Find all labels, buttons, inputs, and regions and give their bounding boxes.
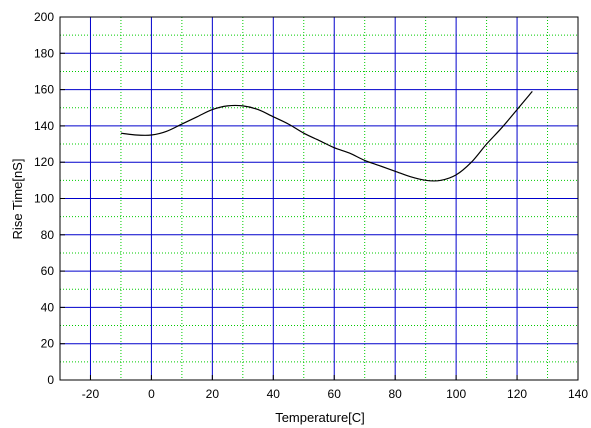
x-axis-ticks: -20 0 20 40 60 80 100 120 140 <box>82 375 588 401</box>
x-tick-label: 120 <box>507 387 527 401</box>
y-tick-label: 120 <box>34 155 54 169</box>
x-tick-label: 60 <box>328 387 342 401</box>
y-tick-label: 60 <box>41 264 55 278</box>
y-axis-ticks: 0 20 40 60 80 100 120 140 160 180 200 <box>34 10 65 387</box>
minor-grid <box>60 17 578 380</box>
x-tick-label: -20 <box>82 387 100 401</box>
x-tick-label: 0 <box>148 387 155 401</box>
x-tick-label: 100 <box>446 387 466 401</box>
x-tick-label: 40 <box>267 387 281 401</box>
x-axis-title: Temperature[C] <box>275 410 365 425</box>
y-tick-label: 140 <box>34 119 54 133</box>
y-tick-label: 200 <box>34 10 54 24</box>
series-line <box>120 91 533 182</box>
x-tick-label: 140 <box>568 387 588 401</box>
y-tick-label: 0 <box>47 373 54 387</box>
series-layer <box>120 91 533 182</box>
x-tick-label: 80 <box>388 387 402 401</box>
y-tick-label: 40 <box>41 300 55 314</box>
y-tick-label: 100 <box>34 192 54 206</box>
y-tick-label: 20 <box>41 337 55 351</box>
y-tick-label: 160 <box>34 83 54 97</box>
y-axis-title: Rise Time[nS] <box>10 159 25 240</box>
x-tick-label: 20 <box>206 387 220 401</box>
y-tick-label: 80 <box>41 228 55 242</box>
major-grid <box>60 17 578 380</box>
y-tick-label: 180 <box>34 46 54 60</box>
